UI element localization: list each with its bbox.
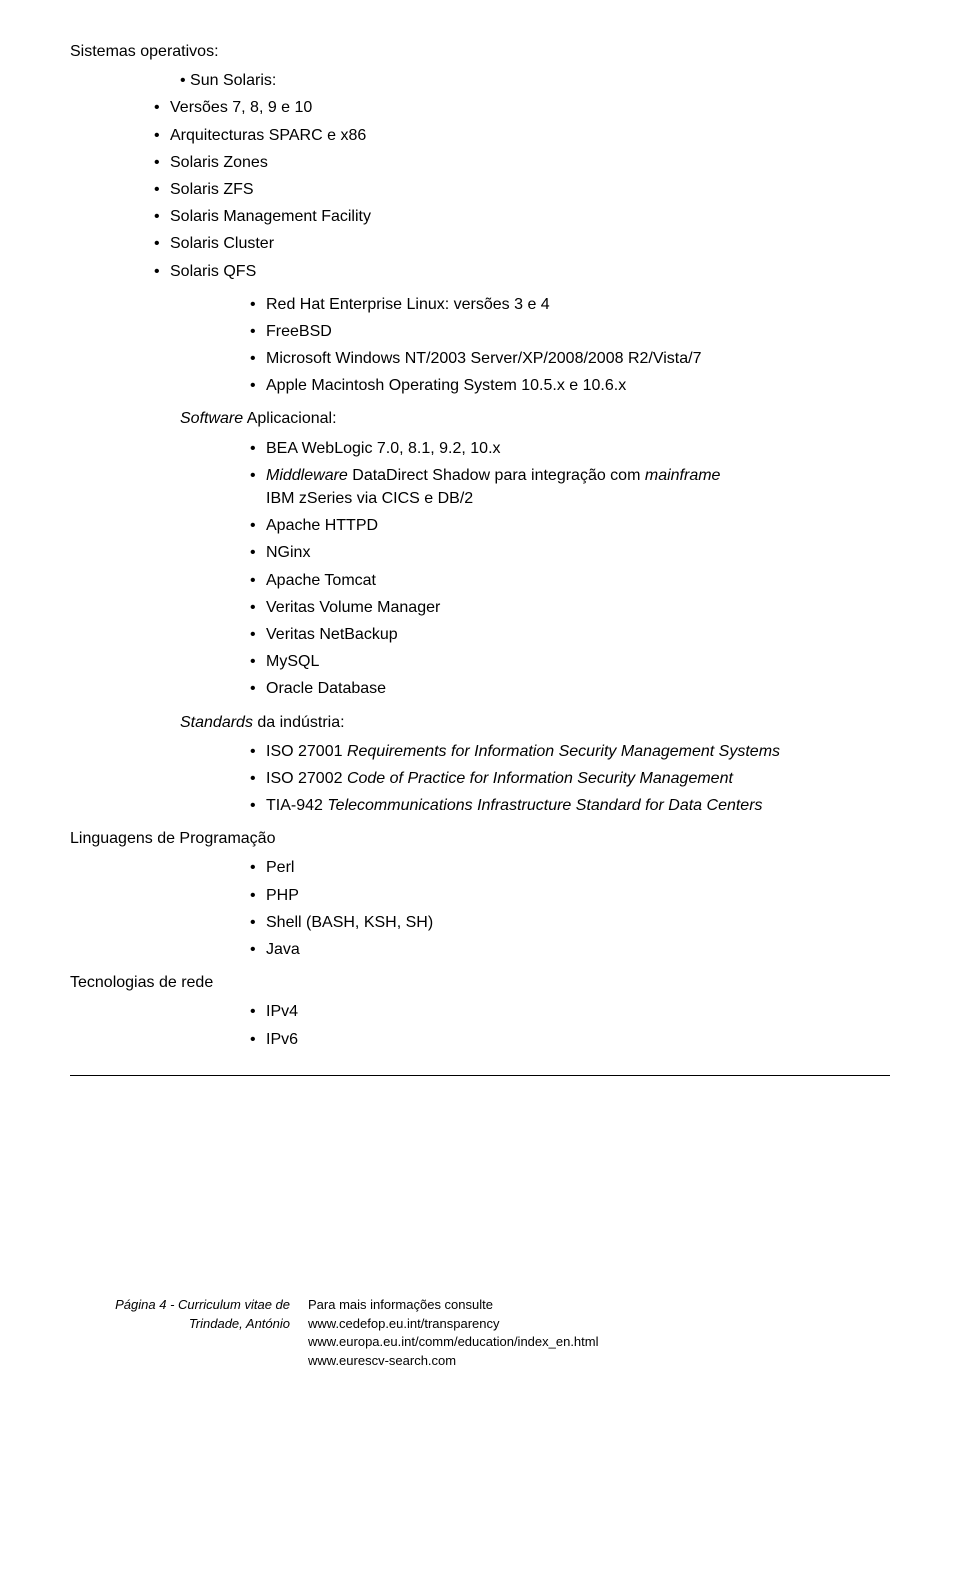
net-tech-list: IPv4 IPv6 <box>238 1000 890 1050</box>
os-section-title: Sistemas operativos: <box>70 40 890 63</box>
middleware-italic-1: Middleware <box>266 467 348 484</box>
list-item: BEA WebLogic 7.0, 8.1, 9.2, 10.x <box>266 437 890 460</box>
list-item: Java <box>266 938 890 961</box>
list-item: TIA-942 Telecommunications Infrastructur… <box>266 794 890 817</box>
lang-prog-heading: Linguagens de Programação <box>70 827 890 850</box>
footer-left-line1: Página 4 - Curriculum vitae de <box>115 1297 290 1312</box>
list-item: Solaris ZFS <box>170 178 890 201</box>
software-app-heading: Software Aplicacional: <box>180 407 890 430</box>
standards-item3-pre: TIA-942 <box>266 797 327 814</box>
software-app-list: BEA WebLogic 7.0, 8.1, 9.2, 10.x Middlew… <box>238 437 890 701</box>
list-item: ISO 27002 Code of Practice for Informati… <box>266 767 890 790</box>
software-label-rest: Aplicacional: <box>243 410 336 427</box>
standards-item3-italic: Telecommunications Infrastructure Standa… <box>327 797 762 814</box>
list-item: Middleware DataDirect Shadow para integr… <box>266 464 890 510</box>
list-item: Microsoft Windows NT/2003 Server/XP/2008… <box>266 347 890 370</box>
list-item: Versões 7, 8, 9 e 10 <box>170 96 890 119</box>
list-item: Arquitecturas SPARC e x86 <box>170 124 890 147</box>
list-item: FreeBSD <box>266 320 890 343</box>
footer-left-line2: Trindade, António <box>189 1316 290 1331</box>
sun-solaris-label: • Sun Solaris: <box>180 69 890 92</box>
os-other-list: Red Hat Enterprise Linux: versões 3 e 4 … <box>238 293 890 398</box>
list-item: Apache Tomcat <box>266 569 890 592</box>
list-item: NGinx <box>266 541 890 564</box>
list-item: Apache HTTPD <box>266 514 890 537</box>
list-item: Red Hat Enterprise Linux: versões 3 e 4 <box>266 293 890 316</box>
footer-left: Página 4 - Curriculum vitae de Trindade,… <box>70 1296 308 1371</box>
list-item: MySQL <box>266 650 890 673</box>
standards-item2-pre: ISO 27002 <box>266 770 347 787</box>
list-item: Perl <box>266 856 890 879</box>
footer-right-line3: www.europa.eu.int/comm/education/index_e… <box>308 1334 599 1349</box>
divider-rule <box>70 1075 890 1076</box>
standards-heading: Standards da indústria: <box>180 711 890 734</box>
list-item: Shell (BASH, KSH, SH) <box>266 911 890 934</box>
standards-item1-italic: Requirements for Information Security Ma… <box>347 743 780 760</box>
standards-item2-italic: Code of Practice for Information Securit… <box>347 770 733 787</box>
footer-right-line2: www.cedefop.eu.int/transparency <box>308 1316 500 1331</box>
list-item: Solaris QFS <box>170 260 890 283</box>
footer-right-line1: Para mais informações consulte <box>308 1297 493 1312</box>
standards-label-italic: Standards <box>180 714 253 731</box>
list-item: IPv6 <box>266 1028 890 1051</box>
standards-list: ISO 27001 Requirements for Information S… <box>238 740 890 818</box>
middleware-mid: DataDirect Shadow para integração com <box>348 467 645 484</box>
sun-solaris-list: Versões 7, 8, 9 e 10 Arquitecturas SPARC… <box>70 96 890 282</box>
middleware-rest: IBM zSeries via CICS e DB/2 <box>266 490 473 507</box>
list-item: Apple Macintosh Operating System 10.5.x … <box>266 374 890 397</box>
list-item: IPv4 <box>266 1000 890 1023</box>
list-item: Veritas Volume Manager <box>266 596 890 619</box>
lang-prog-list: Perl PHP Shell (BASH, KSH, SH) Java <box>238 856 890 961</box>
page-footer: Página 4 - Curriculum vitae de Trindade,… <box>70 1296 890 1371</box>
standards-label-rest: da indústria: <box>253 714 345 731</box>
list-item: Solaris Zones <box>170 151 890 174</box>
list-item: Veritas NetBackup <box>266 623 890 646</box>
list-item: ISO 27001 Requirements for Information S… <box>266 740 890 763</box>
list-item: Solaris Management Facility <box>170 205 890 228</box>
list-item: Solaris Cluster <box>170 232 890 255</box>
software-label-italic: Software <box>180 410 243 427</box>
list-item: Oracle Database <box>266 677 890 700</box>
middleware-italic-2: mainframe <box>645 467 721 484</box>
standards-item1-pre: ISO 27001 <box>266 743 347 760</box>
net-tech-heading: Tecnologias de rede <box>70 971 890 994</box>
footer-right-line4: www.eurescv-search.com <box>308 1353 456 1368</box>
list-item: PHP <box>266 884 890 907</box>
footer-right: Para mais informações consulte www.cedef… <box>308 1296 890 1371</box>
